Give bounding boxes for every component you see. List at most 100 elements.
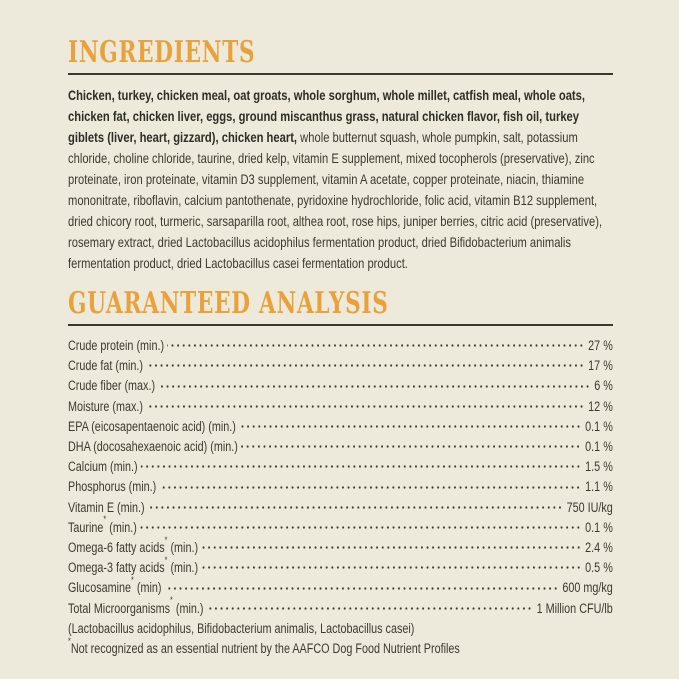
- analysis-row-value: 1.1 %: [585, 479, 613, 495]
- nutrient-name: EPA (eicosapentaenoic acid): [68, 418, 206, 434]
- analysis-row-label: Phosphorus (min.): [68, 477, 156, 497]
- analysis-row-label: Moisture (max.): [68, 397, 143, 417]
- analysis-row-value: 0.1 %: [585, 418, 613, 434]
- analysis-row-value: 0.1 %: [585, 519, 613, 535]
- analysis-row-value: 0.1 %: [585, 439, 613, 455]
- nutrient-name: Crude protein: [68, 338, 134, 353]
- analysis-row-label: Omega-6 fatty acids* (min.): [68, 534, 199, 558]
- dotted-leader: [241, 437, 582, 458]
- analysis-row-label: Crude protein (min.): [68, 336, 164, 356]
- nutrient-qualifier: (min.): [207, 439, 238, 455]
- ingredients-text: Chicken, turkey, chicken meal, oat groat…: [68, 85, 613, 274]
- analysis-row: Glucosamine* (min) 600 mg/kg: [68, 574, 613, 599]
- analysis-row-label: Glucosamine* (min): [68, 574, 162, 598]
- nutrient-name: Total Microorganisms: [68, 600, 171, 616]
- nutrient-qualifier: (min.): [106, 519, 137, 535]
- dotted-leader: [146, 356, 585, 377]
- nutrient-qualifier: (min.): [205, 418, 236, 434]
- nutrient-qualifier: (min): [133, 580, 162, 596]
- nutrient-name: Crude fat: [68, 358, 113, 374]
- ingredients-secondary: whole butternut squash, whole pumpkin, s…: [68, 129, 603, 271]
- nutrient-footnote-mark: *: [103, 514, 107, 525]
- analysis-row-value: 12 %: [588, 398, 613, 414]
- analysis-row-value: 1.5 %: [585, 459, 613, 475]
- nutrient-name: Omega-3 fatty acids: [68, 560, 165, 576]
- dotted-leader: [159, 477, 582, 498]
- analysis-row-value: 1 Million CFU/lb: [536, 600, 613, 616]
- analysis-row-label: Crude fiber (max.): [68, 376, 155, 396]
- nutrient-name: Glucosamine: [68, 580, 132, 596]
- dotted-leader: [201, 538, 582, 559]
- nutrient-qualifier: (min.): [133, 338, 165, 353]
- nutrient-name: Calcium: [68, 459, 108, 475]
- nutrient-qualifier: (min.): [125, 479, 157, 495]
- analysis-row-value: 750 IU/kg: [566, 499, 613, 515]
- analysis-row-label: Vitamin E (min.): [68, 498, 145, 518]
- nutrient-name: Vitamin E: [68, 499, 115, 515]
- dotted-leader: [167, 336, 585, 357]
- ingredients-section: INGREDIENTS Chicken, turkey, chicken mea…: [68, 38, 613, 274]
- dotted-leader: [201, 558, 582, 579]
- analysis-row: Phosphorus (min.) 1.1 %: [68, 477, 613, 498]
- analysis-row: Vitamin E (min.) 750 IU/kg: [68, 497, 613, 518]
- analysis-table: Crude protein (min.) 27 % Crude fat (min…: [68, 336, 613, 619]
- analysis-row-label: Total Microorganisms* (min.): [68, 596, 204, 619]
- analysis-row-label: Crude fat (min.): [68, 356, 143, 376]
- nutrient-name: Moisture: [68, 398, 110, 414]
- ingredients-title: INGREDIENTS: [68, 35, 256, 70]
- guaranteed-analysis-title: GUARANTEED ANALYSIS: [68, 286, 389, 321]
- dotted-leader: [164, 578, 560, 599]
- nutrient-qualifier: (min.): [112, 358, 144, 374]
- analysis-row-label: Calcium (min.): [68, 457, 138, 477]
- analysis-row-value: 17 %: [588, 358, 613, 374]
- nutrient-name: DHA (docosahexaenoic acid): [68, 439, 208, 455]
- dotted-leader: [206, 598, 534, 619]
- dotted-leader: [146, 396, 585, 417]
- analysis-row-label: EPA (eicosapentaenoic acid) (min.): [68, 417, 236, 437]
- analysis-row-value: 27 %: [588, 338, 613, 353]
- analysis-row: Calcium (min.) 1.5 %: [68, 457, 613, 478]
- analysis-row: DHA (docosahexaenoic acid) (min.) 0.1 %: [68, 437, 613, 458]
- dotted-leader: [147, 497, 564, 518]
- analysis-row-label: Omega-3 fatty acids* (min.): [68, 554, 199, 578]
- analysis-row: Crude protein (min.) 27 %: [68, 336, 613, 357]
- analysis-row: Taurine* (min.) 0.1 %: [68, 515, 613, 539]
- analysis-row-label: Taurine* (min.): [68, 515, 137, 538]
- nutrient-qualifier: (min.): [114, 499, 145, 515]
- footnote-mark: *: [68, 635, 71, 646]
- nutrient-qualifier: (min.): [172, 600, 204, 616]
- analysis-row-value: 600 mg/kg: [562, 580, 613, 596]
- nutrient-qualifier: (max.): [109, 398, 144, 414]
- guaranteed-analysis-section: GUARANTEED ANALYSIS Crude protein (min.)…: [68, 289, 613, 659]
- dotted-leader: [140, 457, 582, 478]
- dotted-leader: [140, 517, 582, 539]
- analysis-row-value: 6 %: [594, 378, 613, 394]
- analysis-row: Moisture (max.) 12 %: [68, 396, 613, 417]
- nutrient-name: Phosphorus: [68, 479, 126, 495]
- footnote-text: Not recognized as an essential nutrient …: [70, 641, 460, 657]
- analysis-row: Total Microorganisms* (min.) 1 Million C…: [68, 596, 613, 619]
- ingredients-primary-bold: Chicken, turkey, chicken meal, oat groat…: [68, 87, 585, 145]
- nutrient-qualifier: (min.): [167, 560, 199, 576]
- nutrient-qualifier: (max.): [121, 378, 156, 394]
- dotted-leader: [239, 416, 582, 438]
- nutrient-footnote-mark: *: [131, 574, 134, 585]
- nutrient-name: Omega-6 fatty acids: [68, 540, 165, 556]
- microorganisms-detail: (Lactobacillus acidophilus, Bifidobacter…: [68, 620, 415, 636]
- nutrient-name: Taurine: [68, 519, 104, 535]
- dotted-leader: [158, 376, 591, 397]
- analysis-row: EPA (eicosapentaenoic acid) (min.) 0.1 %: [68, 416, 613, 438]
- guaranteed-analysis-divider: [68, 324, 613, 326]
- analysis-row: Crude fiber (max.) 6 %: [68, 376, 613, 397]
- ingredients-divider: [68, 73, 613, 75]
- nutrient-footnote-mark: *: [164, 534, 168, 545]
- analysis-row-value: 2.4 %: [585, 540, 613, 556]
- analysis-row-value: 0.5 %: [585, 560, 613, 576]
- nutrient-footnote-mark: *: [170, 595, 173, 606]
- footnote: *Not recognized as an essential nutrient…: [68, 635, 613, 659]
- nutrient-name: Crude fiber: [68, 378, 122, 394]
- nutrient-footnote-mark: *: [164, 554, 168, 565]
- nutrient-qualifier: (min.): [167, 540, 199, 556]
- nutrient-qualifier: (min.): [107, 459, 138, 475]
